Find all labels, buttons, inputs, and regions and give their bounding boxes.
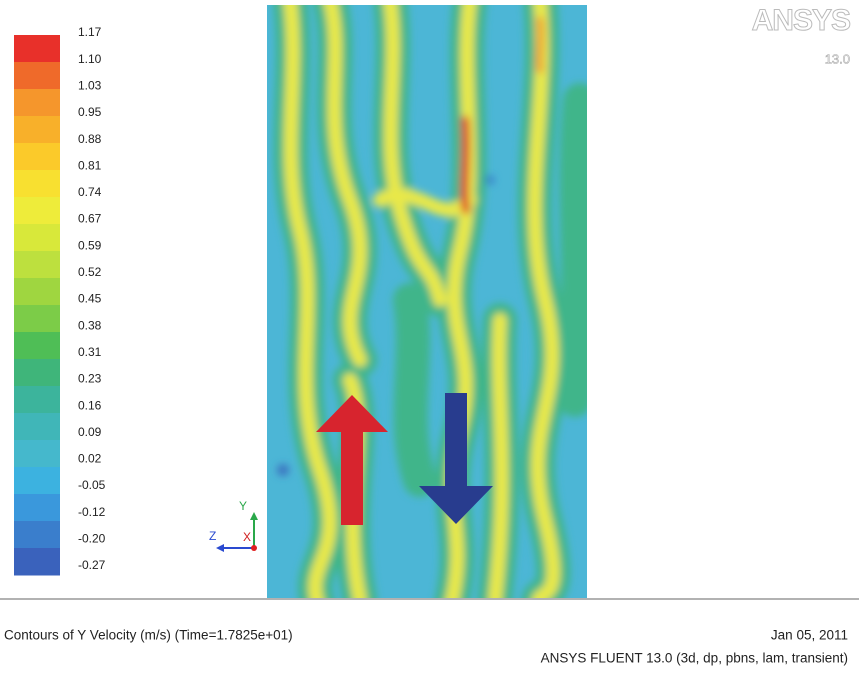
colorbar-band bbox=[14, 278, 60, 306]
legend-label: 0.59 bbox=[78, 238, 102, 252]
legend-label: 1.03 bbox=[78, 78, 102, 92]
colorbar-band bbox=[14, 548, 60, 576]
colorbar-band bbox=[14, 440, 60, 468]
legend-label: 0.16 bbox=[78, 398, 102, 412]
colorbar bbox=[14, 35, 60, 576]
colorbar-band bbox=[14, 224, 60, 252]
legend-label: -0.27 bbox=[78, 558, 106, 572]
legend-labels: 1.17 1.10 1.03 0.95 0.88 0.81 0.74 0.67 0.59 0.52… bbox=[78, 25, 106, 572]
logo-name: ANSYS bbox=[752, 4, 850, 37]
down-arrow bbox=[419, 393, 493, 524]
colorbar-band bbox=[14, 170, 60, 198]
legend-label: 0.81 bbox=[78, 158, 102, 172]
colorbar-band bbox=[14, 413, 60, 441]
legend-label: 0.45 bbox=[78, 292, 102, 306]
colorbar-band bbox=[14, 62, 60, 90]
colorbar-band bbox=[14, 332, 60, 360]
axis-z-label: Z bbox=[209, 529, 216, 543]
contour-field bbox=[267, 5, 587, 598]
legend-label: 0.31 bbox=[78, 345, 102, 359]
footer-date: Jan 05, 2011 bbox=[771, 628, 848, 643]
footer-product: ANSYS FLUENT 13.0 (3d, dp, pbns, lam, tr… bbox=[541, 651, 848, 666]
colorbar-band bbox=[14, 386, 60, 414]
footer-title: Contours of Y Velocity (m/s) (Time=1.782… bbox=[4, 628, 293, 643]
legend-label: 0.95 bbox=[78, 105, 102, 119]
colorbar-band bbox=[14, 251, 60, 279]
legend-label: -0.05 bbox=[78, 478, 106, 492]
colorbar-band bbox=[14, 197, 60, 225]
legend-label: 0.74 bbox=[78, 185, 102, 199]
up-arrow bbox=[316, 395, 388, 525]
legend-label: 1.17 bbox=[78, 25, 102, 39]
legend-label: 0.67 bbox=[78, 212, 102, 226]
colorbar-band bbox=[14, 305, 60, 333]
axis-y-label: Y bbox=[239, 499, 247, 513]
colorbar-band bbox=[14, 467, 60, 495]
colorbar-band bbox=[14, 89, 60, 117]
colorbar-band bbox=[14, 143, 60, 171]
legend-label: -0.20 bbox=[78, 532, 106, 546]
legend-label: 0.23 bbox=[78, 372, 102, 386]
colorbar-band bbox=[14, 521, 60, 549]
legend-label: 0.52 bbox=[78, 265, 102, 279]
legend-label: 0.02 bbox=[78, 452, 102, 466]
colorbar-band bbox=[14, 35, 60, 63]
legend-label: -0.12 bbox=[78, 505, 106, 519]
logo-version: 13.0 bbox=[825, 51, 850, 66]
legend-label: 1.10 bbox=[78, 52, 102, 66]
colorbar-band bbox=[14, 494, 60, 522]
axis-x-label: X bbox=[243, 530, 251, 544]
colorbar-band bbox=[14, 116, 60, 144]
colorbar-band bbox=[14, 359, 60, 387]
legend-label: 0.88 bbox=[78, 132, 102, 146]
legend-label: 0.09 bbox=[78, 425, 102, 439]
legend-label: 0.38 bbox=[78, 318, 102, 332]
axis-triad: Y Z X bbox=[209, 499, 258, 552]
